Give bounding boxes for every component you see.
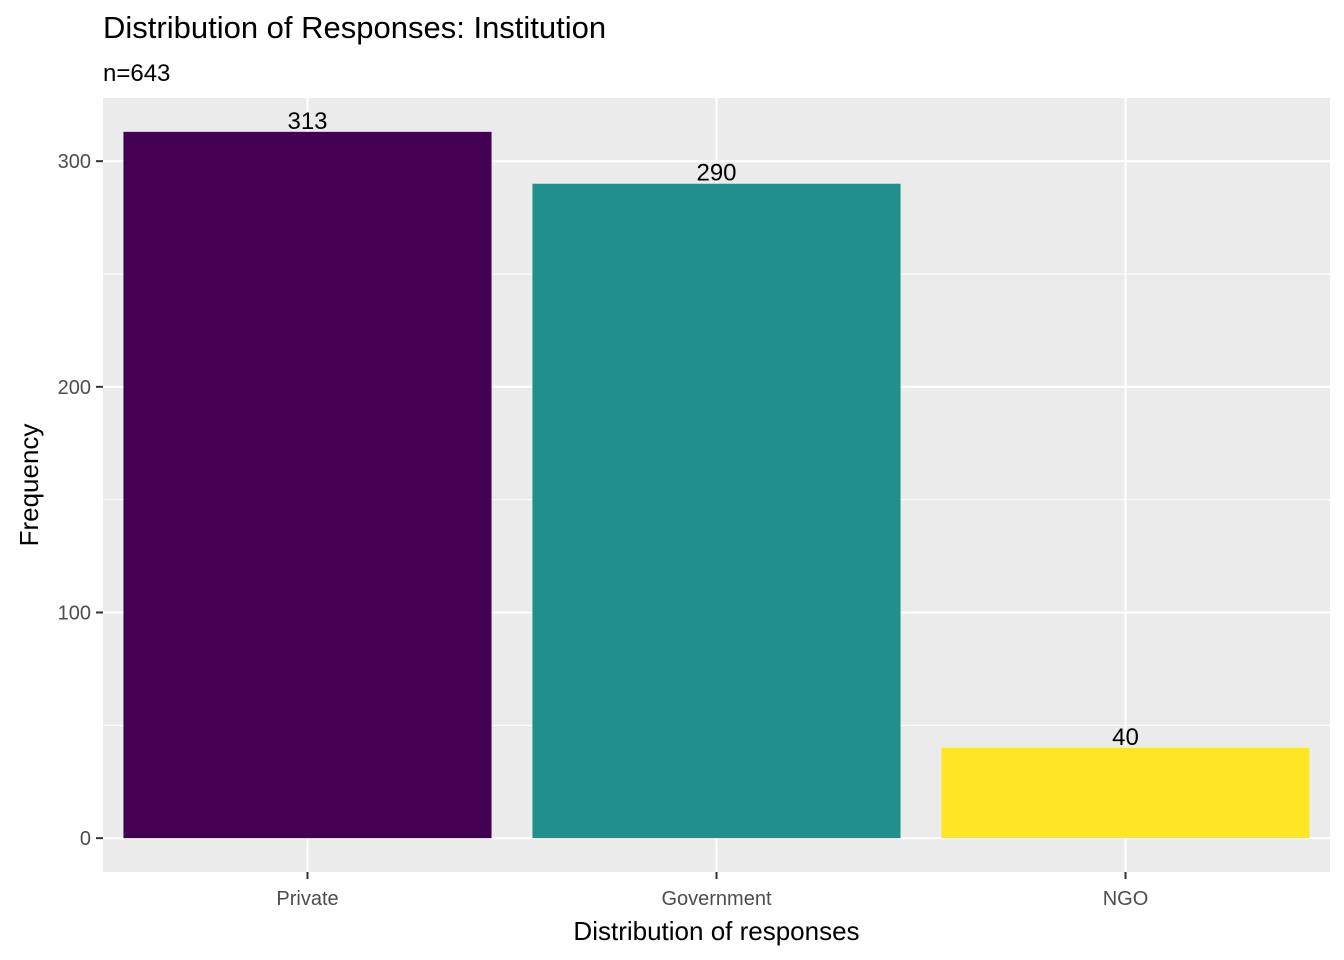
bar-value-label: 40: [1112, 724, 1139, 751]
y-tick-label: 100: [58, 602, 91, 624]
bar-value-label: 313: [287, 108, 327, 135]
y-tick-label: 300: [58, 151, 91, 173]
bar-labels: 313 290 40: [287, 108, 1138, 751]
chart-title: Distribution of Responses: Institution: [103, 10, 607, 45]
bar-private: [123, 131, 492, 839]
x-tick-label: Government: [661, 888, 771, 910]
y-tick-label: 200: [58, 377, 91, 399]
x-tick-label: Private: [276, 888, 338, 910]
y-tick-label: 0: [80, 828, 91, 850]
y-axis-title: Frequency: [14, 424, 44, 547]
bars: [123, 131, 1310, 839]
bar-government: [532, 183, 901, 839]
x-axis-title: Distribution of responses: [573, 916, 859, 946]
chart-subtitle: n=643: [103, 60, 171, 87]
bar-ngo: [941, 747, 1310, 839]
x-axis: Private Government NGO: [276, 872, 1148, 910]
y-axis: 0 100 200 300: [58, 151, 103, 850]
bar-value-label: 290: [696, 160, 736, 187]
x-tick-label: NGO: [1103, 888, 1149, 910]
